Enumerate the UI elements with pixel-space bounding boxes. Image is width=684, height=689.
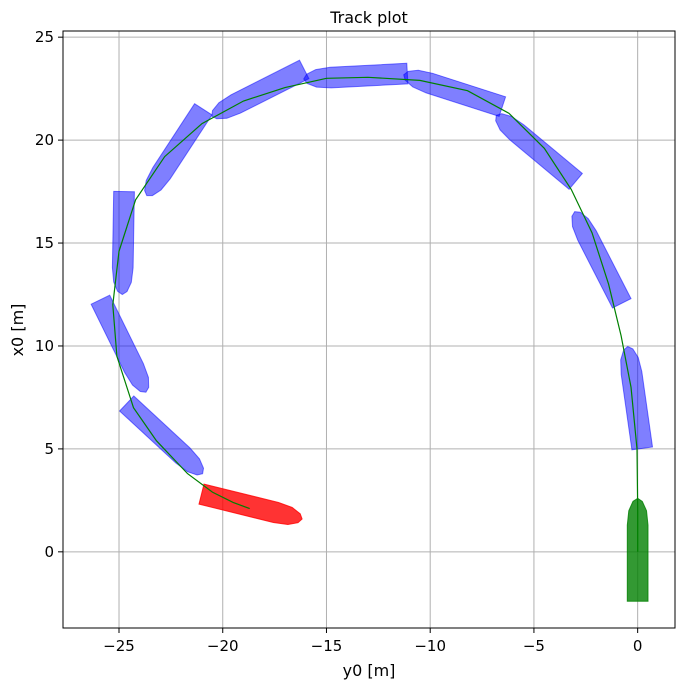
intermediate-ship-hull: [111, 190, 135, 296]
y-tick-label: 5: [44, 440, 54, 458]
y-tick-label: 25: [35, 28, 54, 46]
intermediate-ship-hull: [90, 294, 150, 393]
ticks: −25 −20 −15 −10 −5 0 0 5 10 15 20 25: [35, 28, 643, 655]
end-ship-hull: [198, 483, 303, 526]
axes-frame: [62, 30, 676, 629]
chart-title: Track plot: [329, 8, 408, 27]
x-tick-label: −10: [414, 637, 446, 655]
track-line: [112, 76, 639, 552]
y-tick-label: 15: [35, 234, 54, 252]
x-tick-label: −15: [311, 637, 343, 655]
y-tick-label: 0: [44, 543, 54, 561]
intermediate-ship-hull: [495, 113, 584, 191]
plot-area: [90, 59, 654, 602]
grid: [63, 31, 675, 628]
intermediate-ship-hull: [144, 103, 213, 197]
intermediate-ship-hull: [571, 211, 632, 309]
y-axis-label: x0 [m]: [8, 304, 27, 357]
x-tick-label: −5: [523, 637, 545, 655]
x-tick-label: −20: [207, 637, 239, 655]
x-tick-label: 0: [633, 637, 643, 655]
y-tick-label: 20: [35, 131, 54, 149]
x-tick-label: −25: [103, 637, 135, 655]
x-axis-label: y0 [m]: [343, 661, 396, 680]
y-tick-label: 10: [35, 337, 54, 355]
intermediate-ship-hull: [303, 62, 409, 89]
